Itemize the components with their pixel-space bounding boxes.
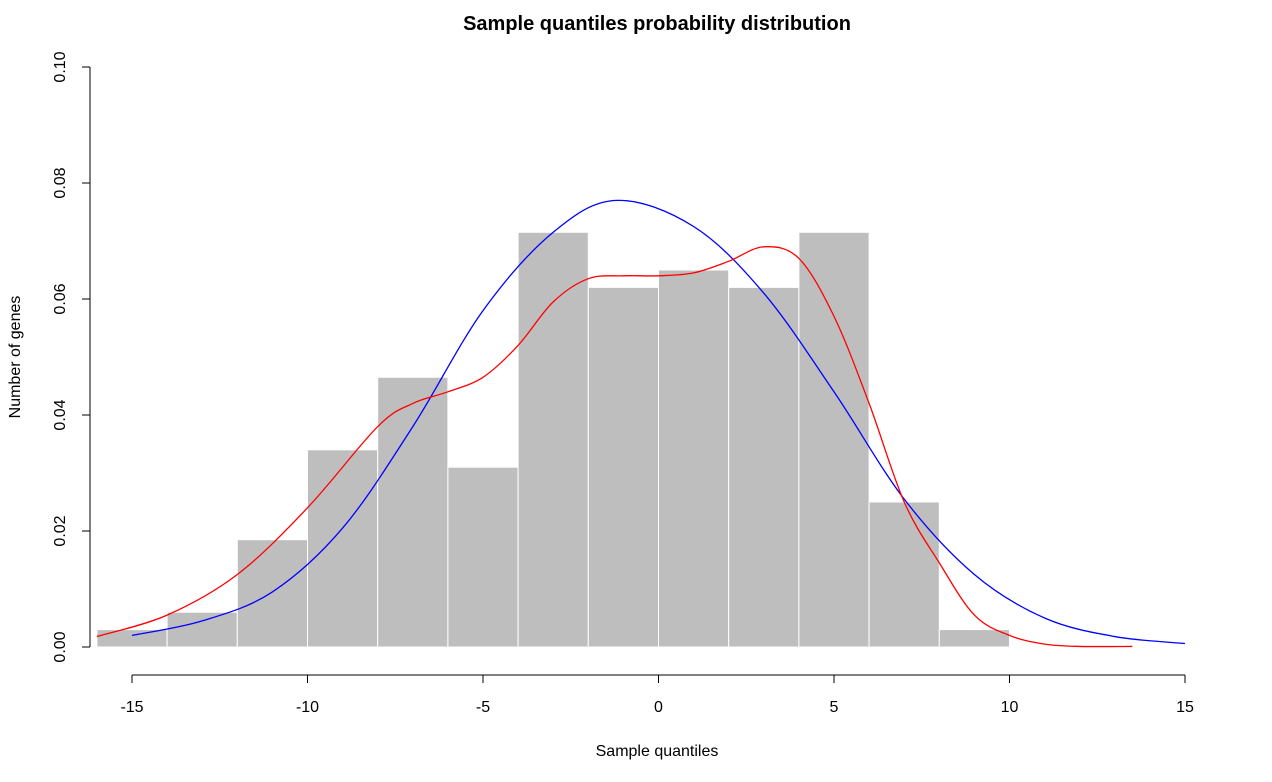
chart-title: Sample quantiles probability distributio… (463, 13, 851, 35)
histogram-bar (868, 501, 940, 648)
y-axis-title: Number of genes (7, 296, 24, 419)
histogram-bar (517, 231, 589, 648)
y-tick-label: 0.02 (52, 515, 69, 546)
y-axis: 0.00 0.02 0.04 0.06 0.08 0.10 (52, 51, 91, 663)
histogram-bar (377, 376, 449, 648)
x-tick-label: -10 (296, 699, 319, 716)
x-axis: -15 -10 -5 0 5 10 15 (120, 674, 1194, 716)
blue-density-curve (131, 199, 1186, 645)
x-tick-label: -5 (476, 699, 490, 716)
x-tick-label: 0 (654, 699, 663, 716)
x-tick-label: 10 (1001, 699, 1019, 716)
y-tick-label: 0.10 (52, 51, 69, 82)
y-tick-label: 0.08 (52, 167, 69, 198)
red-density-curve (96, 246, 1133, 648)
y-tick-label: 0.06 (52, 283, 69, 314)
x-axis-title: Sample quantiles (596, 743, 719, 760)
density-curves (96, 199, 1186, 648)
histogram-bar (798, 231, 870, 648)
y-tick-label: 0.04 (52, 399, 69, 430)
y-tick-label: 0.00 (52, 631, 69, 662)
histogram-bar (236, 539, 308, 648)
histogram-bar (728, 286, 800, 648)
histogram-bars (96, 231, 1010, 648)
histogram-bar (96, 629, 168, 648)
histogram-bar (587, 286, 659, 648)
histogram-bar (447, 466, 519, 648)
histogram-bar (166, 611, 238, 648)
x-tick-label: 15 (1176, 699, 1194, 716)
x-tick-label: 5 (830, 699, 839, 716)
histogram-bar (658, 269, 730, 648)
histogram-bar (938, 629, 1010, 648)
histogram-bar (307, 449, 379, 648)
x-tick-label: -15 (120, 699, 143, 716)
